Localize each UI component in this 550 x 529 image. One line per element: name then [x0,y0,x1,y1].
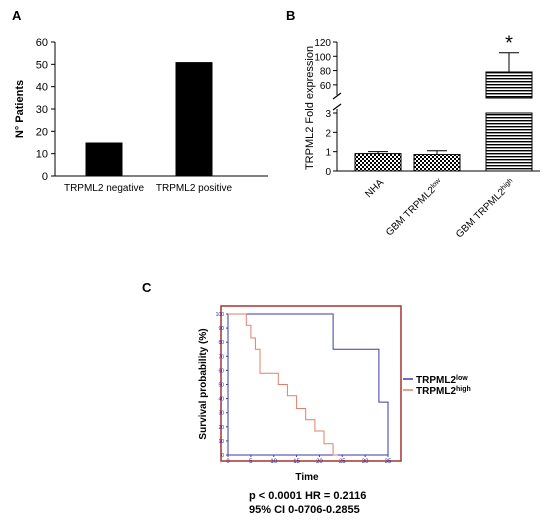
panel-b-y-tick-label: 0 [325,167,331,178]
panel-b-bar [354,153,402,172]
panel-c-y-tick-label: 100 [216,312,225,318]
panel-c-series-line [228,313,338,456]
panel-c-x-tick-label: 35 [385,459,392,465]
panel-c-xlabel: Time [295,472,319,483]
panel-b-ylabel: TRPML2 Fold expression [304,46,316,170]
panel-label-b: B [286,8,295,23]
panel-b-bar [413,154,461,172]
panel-c-x-tick-label: 5 [249,459,253,465]
panel-b-category-label: NHA [363,177,386,200]
panel-a-y-tick-label: 60 [36,37,48,49]
panel-b-axis-break [332,103,342,111]
panel-c-x-tick-label: 25 [339,459,346,465]
panel-b-bar [485,71,533,99]
panel-a-bar [175,62,213,176]
panel-b-y-tick-label: 3 [325,109,331,120]
stats-line-2: 95% CI 0-0706-0.2855 [249,504,360,516]
panel-c-y-tick-label: 80 [218,340,224,346]
panel-c-series-line [228,313,389,455]
panel-a-bar [85,142,123,176]
panel-label-a: A [12,8,22,23]
panel-b-axis-break [332,92,342,100]
panel-c-y-tick-label: 60 [218,368,224,374]
panel-a-y-tick-label: 10 [36,149,48,161]
panel-c-x-tick-label: 20 [316,459,323,465]
stats-line-1: p < 0.0001 HR = 0.2116 [249,490,367,502]
panel-c-x-tick-label: 15 [293,459,300,465]
panel-b-category-label: GBM TRPML2low [384,176,446,238]
panel-a-chart: 0 10 20 30 40 50 60 TRPML2 negative TRPML2 posit… [36,37,268,194]
panel-c-y-tick-label: 70 [218,354,224,360]
panel-b-y-tick-label: 80 [320,67,332,78]
panel-b-y-tick-label: 2 [325,128,331,139]
panel-a-ylabel: N° Patients [14,80,26,138]
panel-a-y-tick-label: 0 [42,171,48,183]
panel-c-chart: 0 10 20 30 40 50 60 70 80 90 100 0 5 10 15 20 25 30 35 TRPM… [216,305,471,465]
panel-c-y-tick-label: 20 [218,425,224,431]
panel-c-y-tick-label: 30 [218,411,224,417]
panel-b-y-tick-label: 1 [325,148,331,159]
panel-c-y-tick-label: 40 [218,397,224,403]
panel-c-y-tick-label: 0 [221,453,224,459]
panel-c-plot-frame [220,305,402,462]
panel-c-y-tick-label: 10 [218,439,224,445]
panel-c-x-tick-label: 10 [270,459,277,465]
panel-a-y-tick-label: 30 [36,104,48,116]
panel-c-legend-label: TRPML2low [416,375,468,387]
panel-b-significance-marker: * [505,33,513,55]
panel-a-category-label: TRPML2 positive [156,183,233,194]
panel-c-y-tick-label: 50 [218,383,224,389]
panel-c-x-tick-label: 30 [362,459,369,465]
panel-c-y-tick-label: 90 [218,326,224,332]
panel-c-x-tick-label: 0 [226,459,230,465]
panel-a-category-label: TRPML2 negative [64,183,144,194]
panel-c-ylabel: Survival probability (%) [198,328,209,439]
panel-b-category-label: GBM TRPML2high [454,177,517,240]
panel-b-y-tick-label: 120 [314,38,331,49]
panel-a-y-tick-label: 20 [36,126,48,138]
panel-label-c: C [142,280,152,295]
panel-c-legend-label: TRPML2high [416,386,471,398]
panel-b-bar [485,112,533,172]
panel-a-y-tick-label: 40 [36,82,48,94]
panel-b-y-tick-label: 60 [320,81,332,92]
panel-b-y-tick-label: 100 [314,52,331,63]
panel-a-y-tick-label: 50 [36,59,48,71]
